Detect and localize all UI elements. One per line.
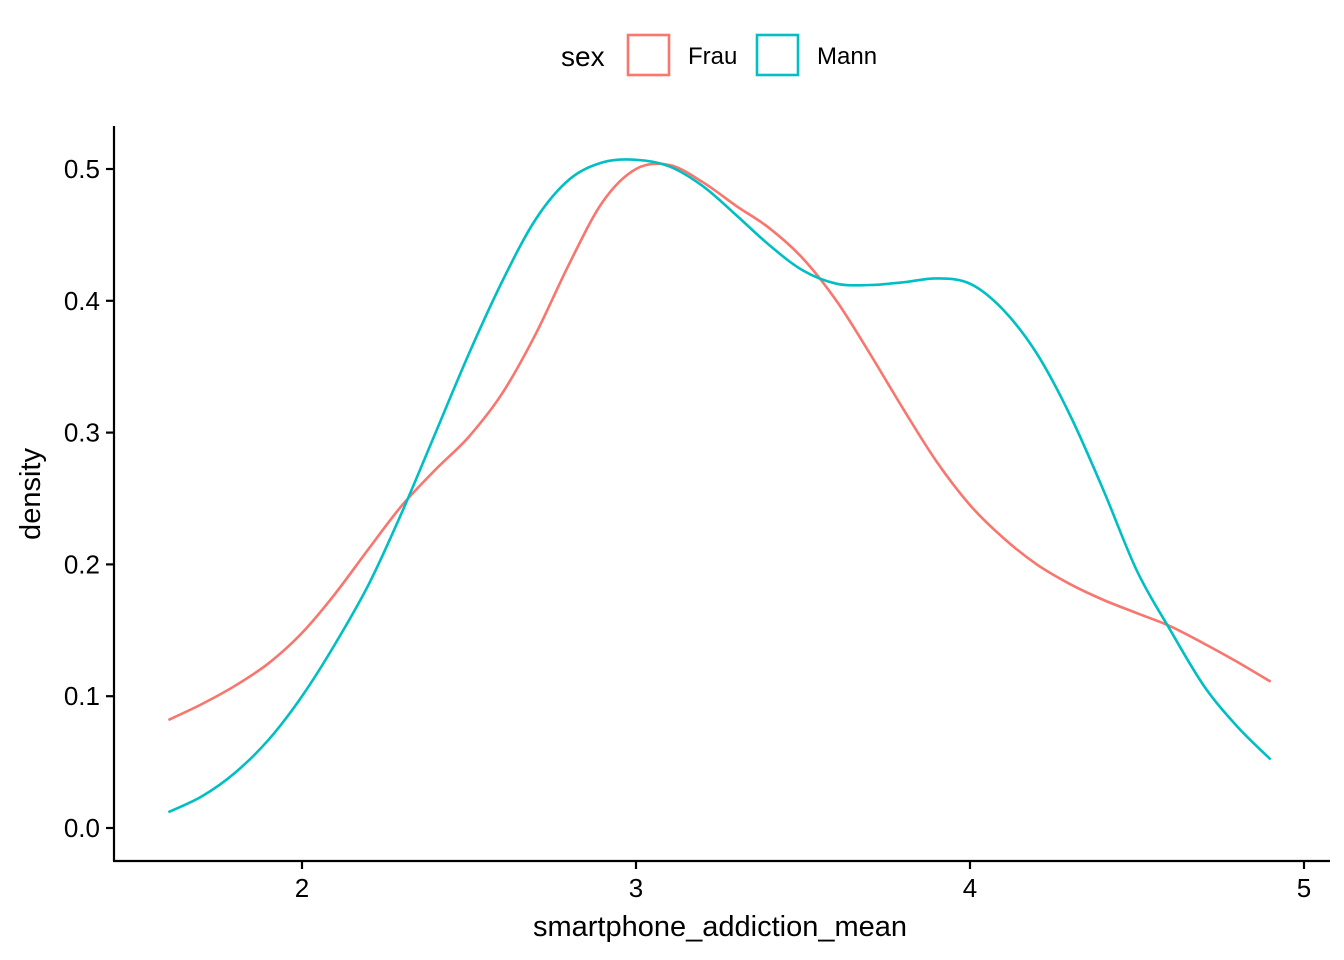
y-axis-title: density — [15, 448, 47, 540]
legend-label: Mann — [817, 43, 877, 70]
legend-title: sex — [561, 41, 605, 72]
y-tick-label: 0.0 — [64, 813, 100, 843]
plot-area — [167, 158, 1272, 814]
x-tick-label: 5 — [1297, 873, 1311, 903]
y-tick-label: 0.3 — [64, 418, 100, 448]
density-line-mann — [167, 158, 1272, 814]
legend: sex Frau Mann — [561, 33, 877, 77]
x-axis-title: smartphone_addiction_mean — [533, 911, 907, 943]
x-tick-label: 3 — [629, 873, 643, 903]
legend-item-frau: Frau — [626, 33, 737, 77]
x-tick-label: 4 — [963, 873, 977, 903]
axes: 2 3 4 5 0.0 0.1 0.2 0.3 0.4 0.5 — [64, 126, 1330, 903]
legend-label: Frau — [688, 43, 737, 70]
y-tick-label: 0.5 — [64, 154, 100, 184]
x-tick-label: 2 — [295, 873, 309, 903]
y-tick-label: 0.1 — [64, 681, 100, 711]
legend-key-frau — [626, 33, 671, 77]
density-line-frau — [167, 162, 1272, 722]
legend-key-mann — [755, 33, 800, 77]
y-tick-label: 0.4 — [64, 286, 100, 316]
y-tick-label: 0.2 — [64, 549, 100, 579]
legend-item-mann: Mann — [755, 33, 877, 77]
